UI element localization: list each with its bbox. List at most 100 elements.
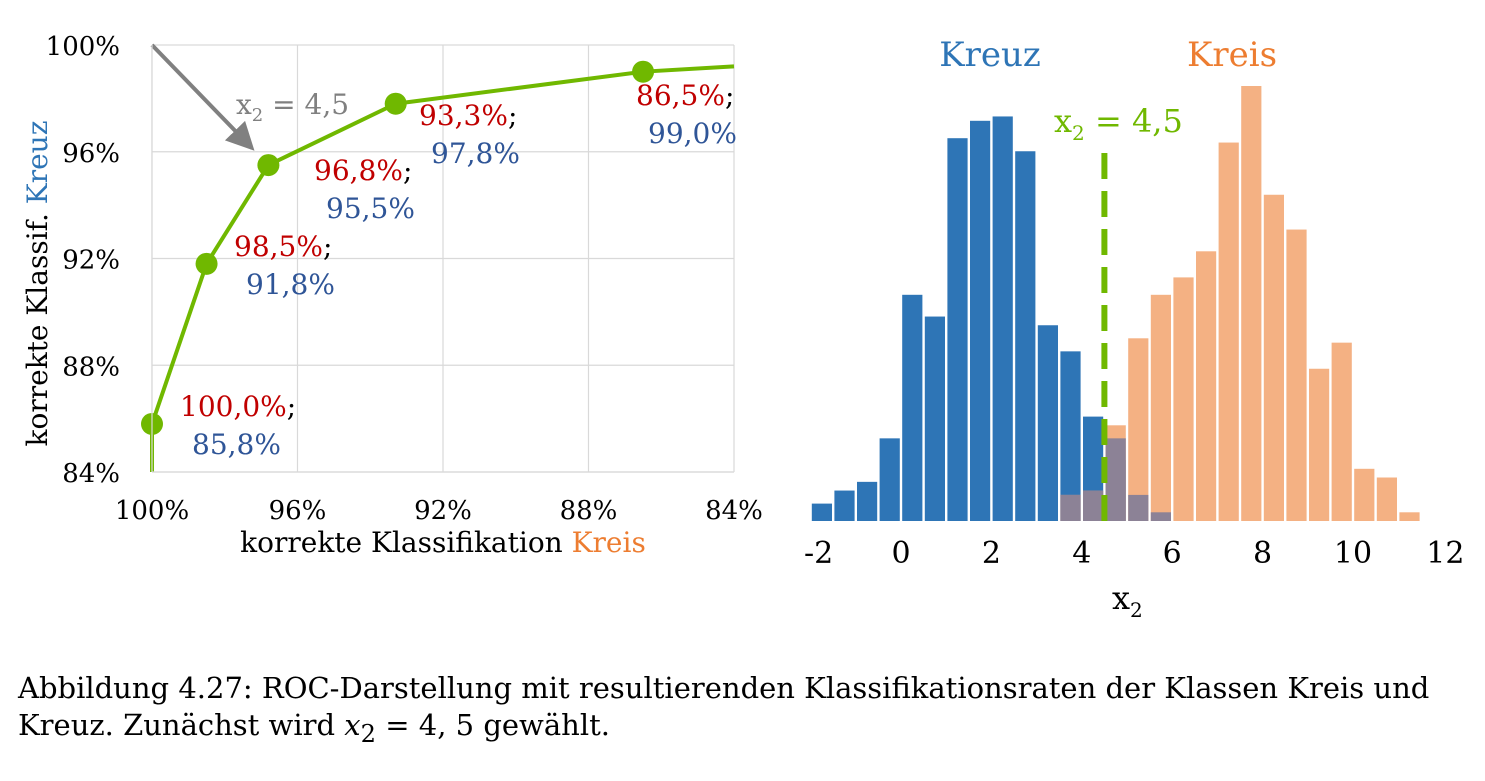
kreuz-title: Kreuz: [939, 35, 1041, 75]
roc-point-label-kreis: 86,5%: [636, 79, 725, 112]
roc-point-label-sep: ;: [323, 230, 332, 263]
roc-point-label-kreuz: 99,0%: [648, 117, 737, 150]
roc-point-label-kreis: 98,5%: [234, 230, 323, 263]
roc-point-label-sep: ;: [725, 79, 734, 112]
figure-caption: Abbildung 4.27: ROC-Darstellung mit resu…: [18, 670, 1478, 753]
kreuz-bar: [1060, 351, 1081, 521]
caption-math-var: x: [344, 708, 361, 742]
kreuz-bar: [857, 481, 878, 521]
threshold-label-var: x: [1054, 102, 1072, 140]
kreis-bar: [1263, 194, 1284, 521]
kreis-bar: [1331, 342, 1352, 521]
roc-point-label-sep: ;: [508, 99, 517, 132]
caption-text-after: gewählt.: [474, 708, 610, 742]
roc-threshold-arrow: [150, 43, 255, 151]
roc-data-point: [632, 60, 655, 83]
roc-point-label-kreuz: 95,5%: [326, 192, 415, 225]
kreis-bar: [1241, 86, 1262, 521]
hist-x-tick-label: 2: [982, 536, 1001, 571]
roc-point-label-kreuz: 85,8%: [192, 428, 281, 461]
roc-threshold-annotation: x2 = 4,5: [236, 88, 349, 126]
threshold-label: x2 = 4,5: [1054, 102, 1183, 145]
hist-x-tick-label: 12: [1426, 536, 1464, 571]
roc-x-axis-label-class: Kreis: [572, 526, 646, 559]
roc-y-tick-label: 88%: [62, 352, 120, 382]
hist-x-tick-label: 8: [1253, 536, 1272, 571]
kreuz-bar: [834, 490, 855, 521]
kreis-bar: [1399, 512, 1420, 521]
kreis-bar: [1286, 229, 1307, 522]
roc-data-point: [384, 92, 407, 115]
roc-point-label-sep: ;: [403, 154, 412, 187]
roc-y-axis-label-prefix: korrekte Klassif.: [21, 204, 54, 446]
roc-annotation-sub: 2: [252, 105, 263, 126]
roc-y-tick-label: 84%: [62, 459, 120, 489]
hist-x-tick-label: 6: [1163, 536, 1182, 571]
overlap-bar: [1105, 438, 1126, 521]
roc-point-label: 98,5%;: [234, 230, 332, 263]
kreis-bar: [1218, 142, 1239, 522]
kreis-bar: [1196, 251, 1217, 522]
roc-y-tick-label: 96%: [62, 139, 120, 169]
roc-annotation-var: x: [236, 88, 252, 121]
kreuz-bar: [879, 438, 900, 521]
overlap-bar: [1083, 490, 1104, 521]
kreis-bar: [1309, 368, 1330, 521]
kreuz-bar: [811, 503, 832, 521]
kreuz-bar: [970, 120, 991, 522]
overlap-bar: [1128, 494, 1149, 521]
kreis-bar: [1128, 338, 1149, 521]
roc-point-label: 86,5%;: [636, 79, 734, 112]
roc-y-tick-label: 100%: [46, 32, 120, 62]
roc-point-label-sep: ;: [287, 390, 296, 423]
hist-x-tick-label: 10: [1334, 536, 1372, 571]
roc-y-tick-label: 92%: [62, 246, 120, 276]
roc-x-tick-label: 84%: [705, 496, 763, 526]
roc-point-label: 93,3%;: [419, 99, 517, 132]
threshold-label-sub: 2: [1072, 121, 1085, 145]
kreuz-bar: [1037, 325, 1058, 521]
roc-x-tick-label: 96%: [269, 496, 327, 526]
kreis-bar: [1173, 277, 1194, 521]
kreuz-bar: [924, 316, 945, 521]
hist-x-axis-label-var: x: [1112, 579, 1130, 617]
roc-x-tick-label: 92%: [414, 496, 472, 526]
hist-x-axis-label: x2: [1112, 579, 1143, 622]
hist-x-tick-label: 0: [891, 536, 910, 571]
roc-x-tick-label: 100%: [115, 496, 189, 526]
kreuz-bar: [1015, 151, 1036, 521]
roc-data-point: [257, 154, 280, 177]
kreis-bar: [1150, 294, 1171, 521]
kreuz-bar: [902, 294, 923, 521]
roc-y-axis-label-class: Kreuz: [21, 121, 54, 205]
roc-point-label-kreuz: 91,8%: [246, 268, 335, 301]
roc-point-label: 96,8%;: [314, 154, 412, 187]
roc-point-label: 100,0%;: [180, 390, 296, 423]
hist-x-tick-label: 4: [1072, 536, 1091, 571]
caption-math-rest: = 4, 5: [376, 708, 475, 742]
hist-x-tick-label: -2: [804, 536, 833, 571]
caption-math-sub: 2: [360, 719, 377, 748]
roc-data-point: [195, 252, 218, 275]
roc-chart: 84% 88% 92% 96% 100% 100% 96% 92% 88% 84% korrekte…: [21, 32, 763, 559]
caption-text: Abbildung 4.27: ROC-Darstellung mit resu…: [18, 671, 1430, 742]
hist-x-axis-label-sub: 2: [1130, 598, 1143, 622]
roc-point-label-kreuz: 97,8%: [431, 137, 520, 170]
roc-point-label-kreis: 96,8%: [314, 154, 403, 187]
kreuz-bar: [992, 116, 1013, 521]
roc-point-label-kreis: 93,3%: [419, 99, 508, 132]
kreuz-bar: [947, 138, 968, 521]
overlap-bar: [1060, 494, 1081, 521]
kreis-title: Kreis: [1187, 35, 1277, 75]
roc-x-axis-label: korrekte Klassifikation Kreis: [240, 526, 646, 559]
threshold-label-rest: = 4,5: [1085, 102, 1183, 140]
roc-x-axis-label-prefix: korrekte Klassifikation: [240, 526, 571, 559]
roc-y-axis-label: korrekte Klassif. Kreuz: [21, 121, 54, 447]
kreis-bar: [1376, 477, 1397, 521]
roc-x-tick-label: 88%: [560, 496, 618, 526]
kreis-bar: [1354, 468, 1375, 521]
overlap-bar: [1150, 512, 1171, 521]
roc-annotation-rest: = 4,5: [263, 88, 349, 121]
